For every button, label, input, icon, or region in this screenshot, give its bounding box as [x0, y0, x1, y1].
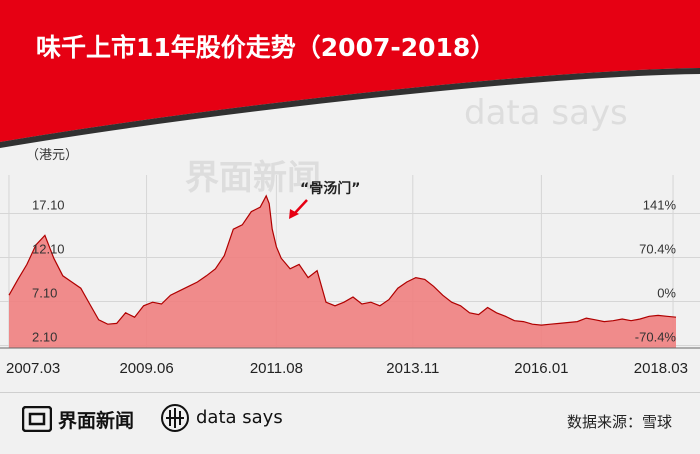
y-tick-label-left: 2.10: [32, 330, 57, 345]
x-tick-label: 2009.06: [119, 360, 173, 377]
x-tick-label: 2016.01: [514, 360, 568, 377]
y-tick-label-left: 12.10: [32, 242, 65, 257]
jiemian-logo-icon: [22, 406, 52, 432]
annotation-label: “骨汤门”: [300, 180, 360, 197]
y-tick-label-right: -70.4%: [635, 330, 677, 345]
y-tick-label-right: 70.4%: [639, 242, 676, 257]
watermark-brand-cn: 界面新闻: [185, 158, 321, 198]
x-tick-label: 2007.03: [6, 360, 60, 377]
x-tick-label: 2018.03: [634, 360, 688, 377]
annotation-layer: “骨汤门”: [289, 180, 360, 219]
footer-brand-en: data says: [196, 407, 283, 428]
y-tick-label-right: 141%: [643, 198, 677, 213]
footer-divider: [0, 392, 700, 393]
header-red-band: [0, 0, 700, 142]
annotation-arrow: [293, 199, 308, 215]
datasays-logo-icon: [161, 404, 189, 432]
y-axis-unit-label: （港元）: [26, 148, 79, 163]
header-band: [0, 0, 700, 148]
y-tick-label-right: 0%: [657, 286, 676, 301]
annotation-arrowhead: [289, 209, 299, 219]
data-source: 数据来源：雪球: [566, 413, 672, 431]
price-line: [8, 194, 677, 326]
price-area: [9, 195, 676, 348]
chart-title: 味千上市11年股价走势（2007-2018）: [36, 33, 496, 62]
x-tick-label: 2013.11: [386, 360, 439, 377]
y-tick-label-left: 17.10: [32, 198, 65, 213]
watermark-brand-en: data says: [464, 93, 628, 133]
area-chart: 17.10 12.10 7.10 2.10 141% 70.4% 0% -70.4% 2007.…: [0, 175, 700, 377]
x-tick-label: 2011.08: [250, 360, 303, 377]
footer: 界面新闻 data says 数据来源：雪球: [0, 392, 700, 454]
footer-brand-cn: 界面新闻: [58, 410, 135, 432]
header-black-stripe: [0, 68, 700, 148]
y-tick-label-left: 7.10: [32, 286, 57, 301]
axis-ticks: 17.10 12.10 7.10 2.10 141% 70.4% 0% -70.4% 2007.…: [0, 198, 700, 377]
